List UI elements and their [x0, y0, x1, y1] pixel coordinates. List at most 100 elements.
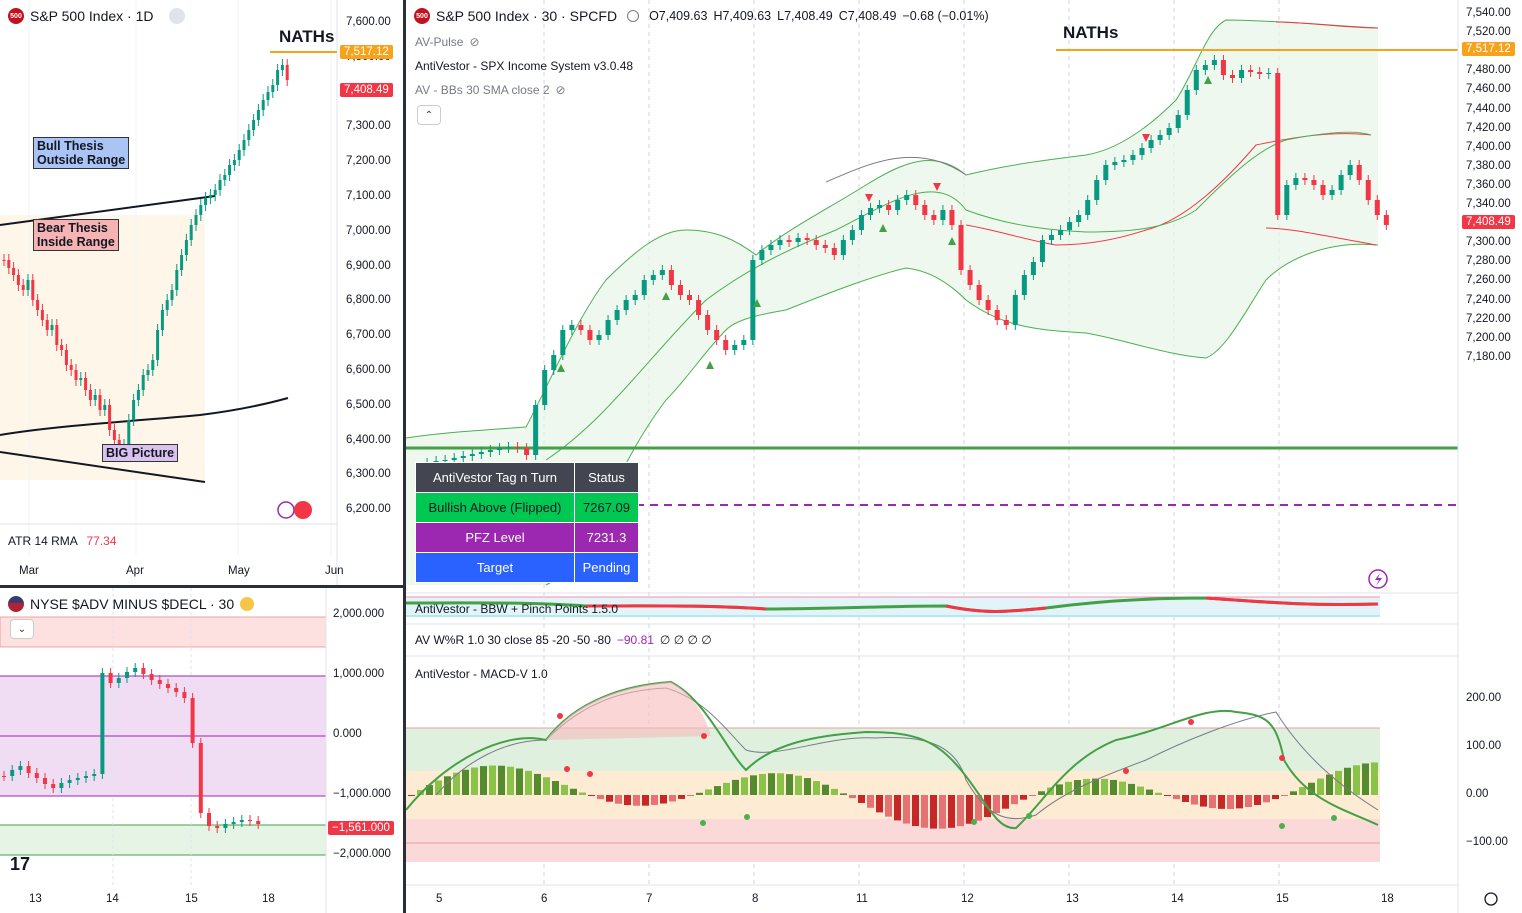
histogram-bar — [453, 772, 460, 795]
candle-body — [750, 260, 756, 340]
histogram-bar — [1227, 795, 1234, 809]
daily-chart-pane[interactable]: 500 S&P 500 Index · 1D NATHs Bull Thesis… — [0, 0, 403, 585]
histogram-bar — [1146, 789, 1153, 795]
candle-body — [45, 320, 49, 330]
daily-chart-canvas[interactable] — [0, 0, 403, 585]
candle-body — [596, 335, 602, 340]
candle-body — [886, 205, 892, 210]
histogram-bar — [1326, 774, 1333, 795]
indicator-income[interactable]: AntiVestor - SPX Income System v3.0.48 — [415, 59, 633, 73]
histogram-bar — [1281, 795, 1288, 796]
histogram-bar — [795, 775, 802, 795]
pane-divider-horizontal[interactable] — [0, 585, 403, 588]
candle-body — [1012, 295, 1018, 325]
settings-gear-icon[interactable] — [1484, 892, 1498, 906]
candle-body — [276, 70, 280, 85]
big-picture-box[interactable]: BIG Picture — [102, 444, 179, 462]
main-title[interactable]: S&P 500 Index · 30 · SPCFD — [436, 8, 618, 24]
candle-body — [271, 85, 275, 92]
candle-body — [795, 238, 801, 242]
breadth-title[interactable]: NYSE $ADV MINUS $DECL · 30 — [30, 596, 235, 612]
histogram-bar — [651, 795, 658, 805]
hidden-eye-icon[interactable]: ⊘ — [469, 35, 480, 49]
settings-dots-icon[interactable] — [169, 8, 186, 24]
candle-body — [786, 240, 792, 242]
daily-title[interactable]: S&P 500 Index · 1D — [30, 8, 154, 24]
candle-body — [100, 673, 105, 774]
atr-label: ATR 14 RMA — [8, 534, 78, 548]
hidden-eye-icon-2[interactable]: ⊘ — [555, 83, 566, 97]
candle-body — [1148, 140, 1154, 148]
table-row-label: PFZ Level — [415, 522, 575, 553]
us-flag-icon — [8, 596, 24, 612]
candle-body — [659, 270, 665, 275]
wr-label: AV W%R 1.0 30 close 85 -20 -50 -80 — [415, 633, 611, 647]
candle-body — [26, 280, 30, 290]
histogram-bar — [723, 782, 730, 795]
flag-icon[interactable] — [294, 501, 312, 519]
macd-y-tick: −100.00 — [1466, 836, 1508, 848]
histogram-bar — [1056, 784, 1063, 795]
table-header-label: AntiVestor Tag n Turn — [415, 462, 575, 493]
candle-body — [1076, 215, 1082, 222]
pane-divider-vertical[interactable] — [403, 0, 406, 913]
candle-body — [1220, 60, 1226, 75]
candle-body — [50, 325, 54, 330]
candle-body — [93, 395, 97, 400]
candle-body — [1184, 90, 1190, 115]
daily-y-tick: 6,400.00 — [346, 433, 391, 446]
main-y-tick: 7,240.00 — [1466, 293, 1511, 306]
market-status-icon — [627, 10, 640, 22]
histogram-bar — [777, 773, 784, 795]
chevron-up-icon[interactable]: ⌃ — [417, 105, 441, 125]
breadth-candles — [2, 663, 261, 833]
symbol-badge: 500 — [8, 8, 24, 24]
histogram-bar — [993, 795, 1000, 814]
main-chart-canvas[interactable] — [406, 0, 1522, 913]
histogram-bar — [1029, 795, 1036, 796]
macd-legend[interactable]: AntiVestor - MACD-V 1.0 — [415, 667, 548, 681]
candle-body — [1338, 175, 1344, 190]
candle-body — [2, 260, 6, 261]
bear-thesis-box[interactable]: Bear Thesis Inside Range — [33, 219, 119, 251]
histogram-bar — [1191, 795, 1198, 805]
candle-body — [16, 275, 20, 285]
breadth-chart-pane[interactable]: 17 NYSE $ADV MINUS $DECL · 30 ⌄ 2,000.00… — [0, 588, 403, 913]
wr-legend[interactable]: AV W%R 1.0 30 close 85 -20 -50 -80 −90.8… — [415, 633, 712, 647]
sma-line — [825, 156, 967, 183]
bbw-legend[interactable]: AntiVestor - BBW + Pinch Points 1.5.0 — [415, 602, 618, 616]
chevron-down-icon[interactable]: ⌄ — [10, 619, 34, 639]
candle-body — [506, 447, 511, 448]
candle-body — [43, 778, 47, 784]
moving-average-line — [0, 397, 289, 436]
histogram-bar — [705, 789, 712, 795]
candle-body — [215, 826, 220, 828]
indicator-bbs[interactable]: AV - BBs 30 SMA close 2 ⊘ — [415, 83, 566, 97]
candle-body — [1166, 128, 1172, 135]
bull-thesis-line1: Bull Thesis — [37, 139, 104, 153]
histogram-bar — [939, 795, 946, 829]
candle-body — [460, 456, 466, 458]
candle-body — [822, 245, 828, 248]
main-y-tick: 7,340.00 — [1466, 198, 1511, 210]
histogram-bar — [579, 792, 586, 795]
candle-body — [1356, 165, 1362, 180]
candle-body — [125, 672, 129, 678]
flash-icon[interactable] — [277, 501, 295, 519]
x-tick-13: 13 — [29, 893, 42, 905]
histogram-bar — [894, 795, 901, 821]
candle-body — [151, 360, 155, 370]
main-chart-pane[interactable]: 500 S&P 500 Index · 30 · SPCFD O7,409.63… — [406, 0, 1522, 913]
histogram-bar — [1353, 765, 1360, 795]
histogram-bar — [1074, 780, 1081, 795]
histogram-bar — [597, 795, 604, 800]
candle-body — [922, 205, 928, 215]
indicator-pulse[interactable]: AV-Pulse ⊘ — [415, 35, 480, 49]
histogram-bar — [687, 795, 694, 797]
histogram-bar — [615, 795, 622, 804]
bull-thesis-box[interactable]: Bull Thesis Outside Range — [33, 137, 130, 169]
main-last-tag: 7,408.49 — [1462, 215, 1515, 229]
histogram-bar — [1020, 795, 1027, 800]
candle-body — [74, 370, 78, 380]
breadth-chart-canvas[interactable]: 17 — [0, 588, 403, 913]
